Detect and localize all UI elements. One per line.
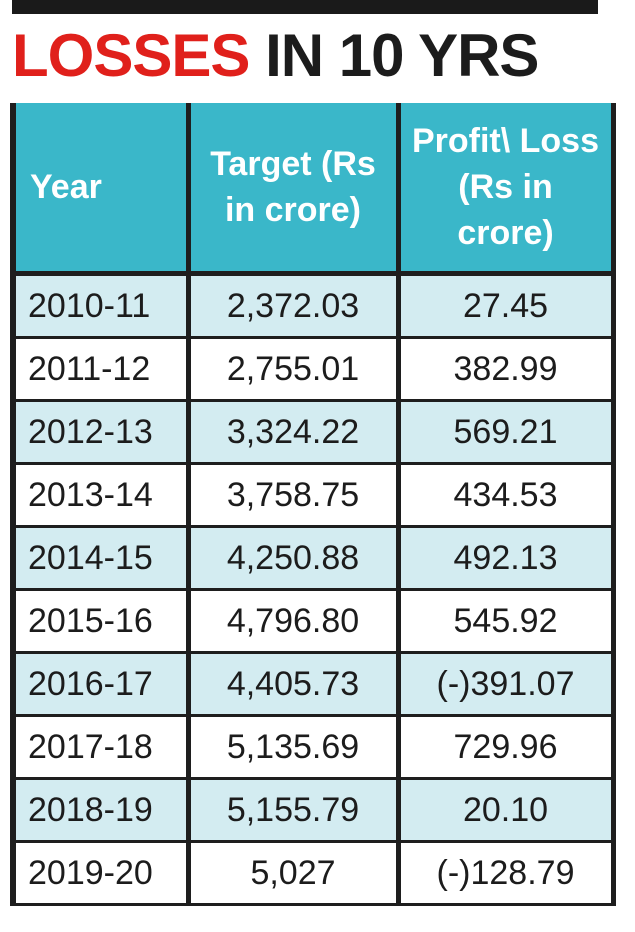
cell-profit-loss: (-)391.07 <box>398 652 616 717</box>
title-rest: IN 10 YRS <box>249 22 539 89</box>
table-body: 2010-11 2,372.03 27.45 2011-12 2,755.01 382.9… <box>10 273 616 906</box>
cell-profit-loss: 569.21 <box>398 400 616 465</box>
cell-year: 2018-19 <box>10 778 191 843</box>
cell-target: 4,796.80 <box>188 589 401 654</box>
chart-title: LOSSES IN 10 YRS <box>12 20 539 92</box>
cell-target: 3,758.75 <box>188 463 401 528</box>
header-profit-loss: Profit\ Loss (Rs in crore) <box>398 103 616 276</box>
cell-target: 5,135.69 <box>188 715 401 780</box>
cell-target: 2,755.01 <box>188 337 401 402</box>
cell-profit-loss: 20.10 <box>398 778 616 843</box>
cell-target: 3,324.22 <box>188 400 401 465</box>
cell-year: 2012-13 <box>10 400 191 465</box>
table-row: 2019-20 5,027 (-)128.79 <box>10 841 616 906</box>
cell-year: 2014-15 <box>10 526 191 591</box>
table-row: 2014-15 4,250.88 492.13 <box>10 526 616 591</box>
table-row: 2012-13 3,324.22 569.21 <box>10 400 616 465</box>
data-table-container: Year Target (Rs in crore) Profit\ Loss (… <box>10 103 616 906</box>
table-row: 2015-16 4,796.80 545.92 <box>10 589 616 654</box>
title-highlight: LOSSES <box>12 22 250 89</box>
header-year: Year <box>10 103 191 276</box>
cell-target: 5,027 <box>188 841 401 906</box>
table-row: 2013-14 3,758.75 434.53 <box>10 463 616 528</box>
cell-target: 2,372.03 <box>188 273 401 339</box>
table-header-row: Year Target (Rs in crore) Profit\ Loss (… <box>10 103 616 276</box>
cell-profit-loss: 492.13 <box>398 526 616 591</box>
cell-year: 2013-14 <box>10 463 191 528</box>
cell-profit-loss: 27.45 <box>398 273 616 339</box>
cell-profit-loss: 545.92 <box>398 589 616 654</box>
cell-profit-loss: 434.53 <box>398 463 616 528</box>
cell-target: 4,250.88 <box>188 526 401 591</box>
table-row: 2011-12 2,755.01 382.99 <box>10 337 616 402</box>
cell-target: 5,155.79 <box>188 778 401 843</box>
cell-year: 2016-17 <box>10 652 191 717</box>
cell-profit-loss: 382.99 <box>398 337 616 402</box>
table-row: 2018-19 5,155.79 20.10 <box>10 778 616 843</box>
cell-year: 2015-16 <box>10 589 191 654</box>
header-target: Target (Rs in crore) <box>188 103 401 276</box>
table-row: 2017-18 5,135.69 729.96 <box>10 715 616 780</box>
cell-target: 4,405.73 <box>188 652 401 717</box>
cell-year: 2017-18 <box>10 715 191 780</box>
cell-year: 2019-20 <box>10 841 191 906</box>
table-row: 2016-17 4,405.73 (-)391.07 <box>10 652 616 717</box>
top-rule <box>12 0 598 14</box>
cell-profit-loss: 729.96 <box>398 715 616 780</box>
cell-profit-loss: (-)128.79 <box>398 841 616 906</box>
cell-year: 2010-11 <box>10 273 191 339</box>
data-table: Year Target (Rs in crore) Profit\ Loss (… <box>10 103 616 906</box>
table-row: 2010-11 2,372.03 27.45 <box>10 273 616 339</box>
cell-year: 2011-12 <box>10 337 191 402</box>
